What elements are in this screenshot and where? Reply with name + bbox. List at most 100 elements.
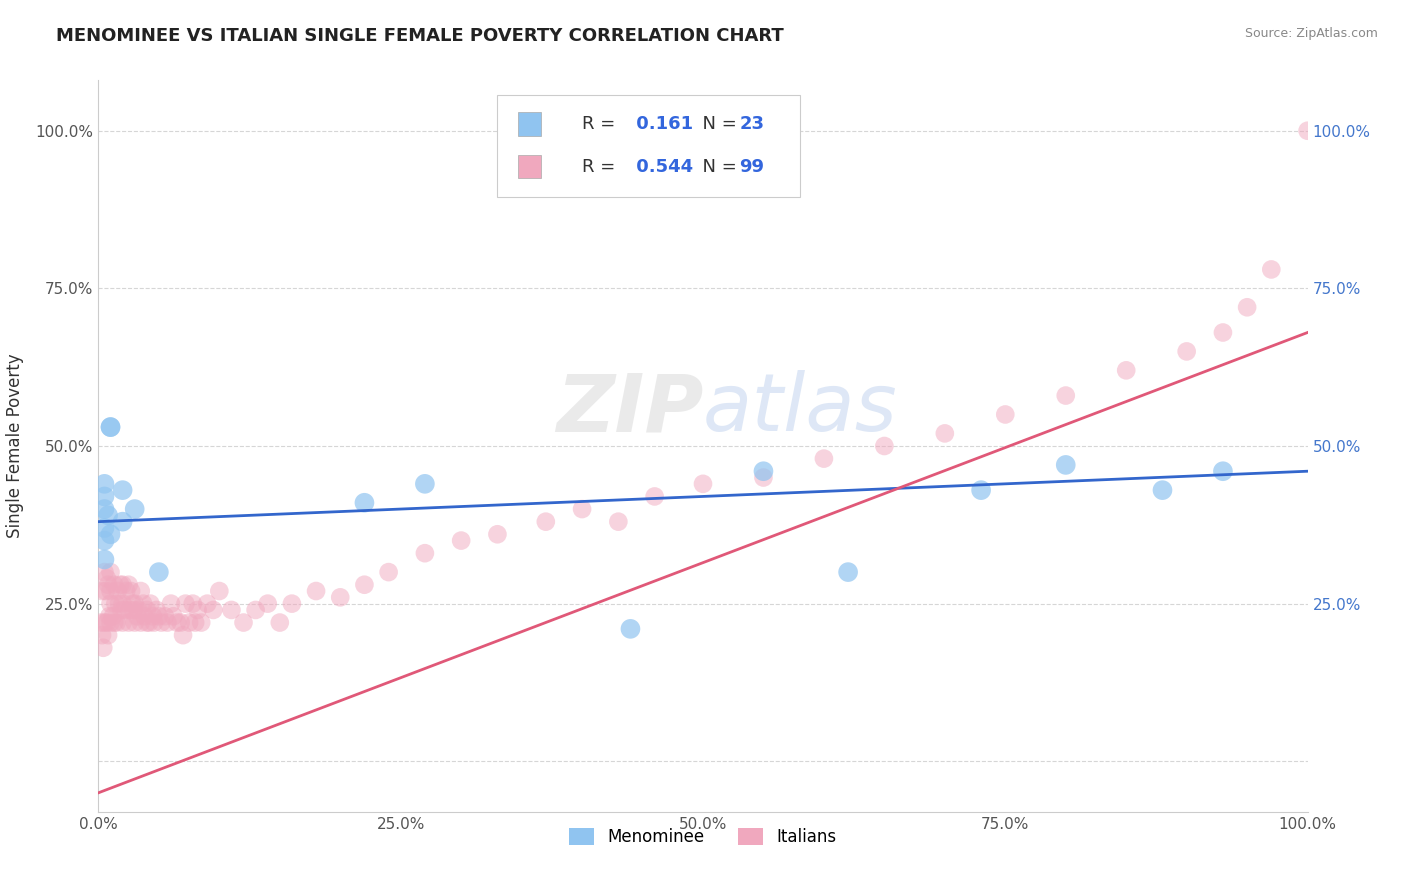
- Point: [124, 597, 146, 611]
- Point: [281, 597, 304, 611]
- Point: [970, 483, 993, 497]
- Point: [450, 533, 472, 548]
- Point: [127, 609, 149, 624]
- Point: [150, 615, 173, 630]
- Point: [187, 603, 209, 617]
- Point: [174, 597, 197, 611]
- Point: [132, 597, 155, 611]
- Point: [100, 584, 122, 599]
- Point: [195, 597, 218, 611]
- Point: [138, 615, 160, 630]
- Point: [232, 615, 254, 630]
- Point: [353, 578, 375, 592]
- FancyBboxPatch shape: [517, 155, 541, 178]
- Point: [148, 565, 170, 579]
- Point: [221, 603, 243, 617]
- Point: [93, 615, 115, 630]
- Point: [111, 483, 134, 497]
- Point: [115, 584, 138, 599]
- Point: [486, 527, 509, 541]
- Point: [100, 527, 122, 541]
- Point: [1175, 344, 1198, 359]
- Point: [110, 603, 132, 617]
- Text: atlas: atlas: [703, 370, 898, 449]
- Point: [96, 615, 118, 630]
- Point: [90, 615, 112, 630]
- Point: [93, 476, 115, 491]
- Point: [111, 615, 134, 630]
- Point: [100, 565, 122, 579]
- Text: R =: R =: [582, 158, 621, 176]
- Text: 99: 99: [740, 158, 765, 176]
- Point: [107, 584, 129, 599]
- Text: Source: ZipAtlas.com: Source: ZipAtlas.com: [1244, 27, 1378, 40]
- Point: [127, 603, 149, 617]
- Point: [91, 628, 114, 642]
- Point: [134, 609, 156, 624]
- Point: [114, 603, 136, 617]
- Point: [148, 609, 170, 624]
- Point: [644, 490, 666, 504]
- Point: [101, 609, 124, 624]
- Point: [142, 609, 165, 624]
- Point: [135, 615, 157, 630]
- Point: [124, 502, 146, 516]
- Point: [98, 609, 121, 624]
- Text: 0.161: 0.161: [630, 115, 693, 133]
- Point: [100, 420, 122, 434]
- Text: 0.544: 0.544: [630, 158, 693, 176]
- Point: [104, 597, 127, 611]
- Text: MENOMINEE VS ITALIAN SINGLE FEMALE POVERTY CORRELATION CHART: MENOMINEE VS ITALIAN SINGLE FEMALE POVER…: [56, 27, 785, 45]
- Point: [94, 584, 117, 599]
- Point: [1212, 464, 1234, 478]
- Point: [93, 565, 115, 579]
- Point: [329, 591, 352, 605]
- Point: [166, 615, 188, 630]
- Point: [353, 496, 375, 510]
- Point: [1054, 458, 1077, 472]
- Point: [93, 521, 115, 535]
- Text: R =: R =: [582, 115, 621, 133]
- Point: [181, 597, 204, 611]
- Point: [120, 584, 142, 599]
- Point: [124, 615, 146, 630]
- Point: [873, 439, 896, 453]
- Point: [934, 426, 956, 441]
- Point: [93, 502, 115, 516]
- Y-axis label: Single Female Poverty: Single Female Poverty: [7, 354, 24, 538]
- Text: ZIP: ZIP: [555, 370, 703, 449]
- Point: [129, 584, 152, 599]
- Point: [994, 408, 1017, 422]
- Point: [108, 578, 131, 592]
- Legend: Menominee, Italians: Menominee, Italians: [561, 820, 845, 855]
- Point: [245, 603, 267, 617]
- Point: [202, 603, 225, 617]
- Point: [179, 615, 201, 630]
- Point: [534, 515, 557, 529]
- Point: [105, 615, 128, 630]
- Point: [129, 615, 152, 630]
- Point: [118, 578, 141, 592]
- FancyBboxPatch shape: [517, 112, 541, 136]
- Point: [160, 597, 183, 611]
- Point: [377, 565, 399, 579]
- Point: [1296, 124, 1319, 138]
- Point: [153, 609, 176, 624]
- Point: [97, 628, 120, 642]
- Point: [97, 508, 120, 523]
- Point: [208, 584, 231, 599]
- Point: [607, 515, 630, 529]
- Point: [100, 615, 122, 630]
- Point: [135, 603, 157, 617]
- Point: [156, 615, 179, 630]
- Point: [1152, 483, 1174, 497]
- Point: [111, 578, 134, 592]
- Point: [139, 597, 162, 611]
- Point: [1260, 262, 1282, 277]
- Point: [752, 464, 775, 478]
- Point: [813, 451, 835, 466]
- Point: [413, 546, 436, 560]
- Point: [1054, 388, 1077, 402]
- Point: [413, 476, 436, 491]
- Point: [571, 502, 593, 516]
